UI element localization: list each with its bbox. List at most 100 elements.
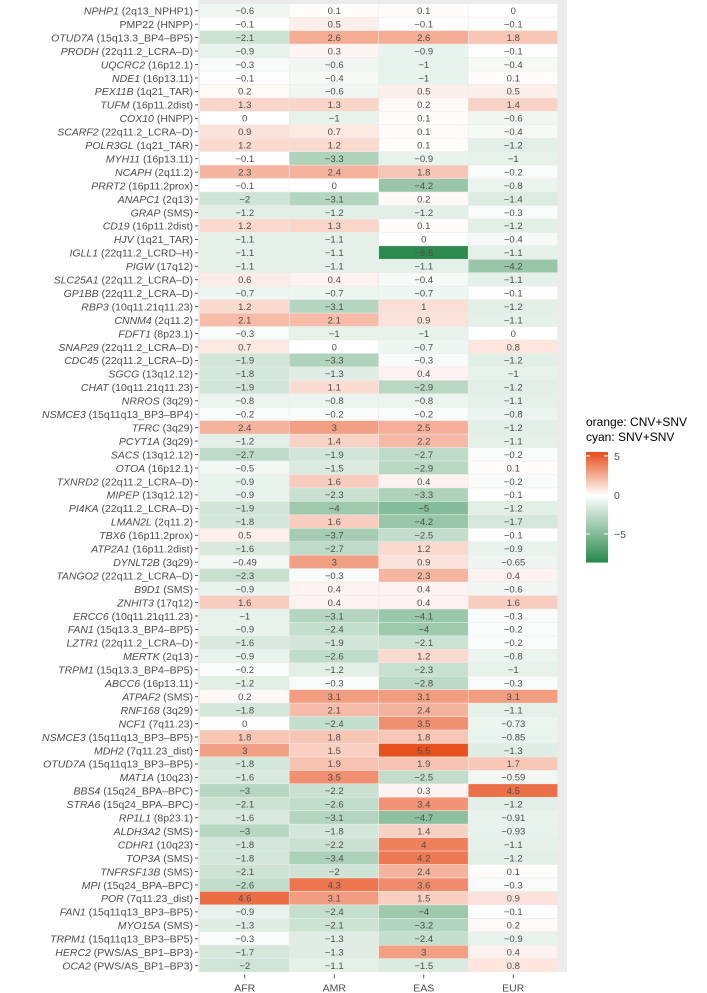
heatmap-cell	[468, 71, 558, 85]
legend-gradient-step	[586, 551, 608, 554]
cell-value-label: 0.4	[507, 571, 520, 582]
cell-value-label: −0.3	[325, 571, 344, 582]
heatmap-cell	[200, 945, 289, 959]
cell-value-label: −1.2	[504, 383, 523, 394]
heatmap-cell	[379, 568, 468, 582]
cell-value-label: 0.6	[238, 275, 251, 286]
heatmap-cell	[289, 905, 379, 918]
heatmap-cell	[200, 797, 289, 811]
row-label-region: (PWS/AS_BP1–BP3)	[91, 947, 193, 959]
heatmap-cell	[379, 286, 468, 300]
heatmap-cell	[468, 730, 558, 744]
cell-value-label: −3	[239, 826, 250, 837]
cell-value-label: −0.6	[325, 60, 344, 71]
row-label-gene: NSMCE3	[42, 409, 86, 421]
legend-gradient-step	[586, 534, 608, 537]
heatmap-cell	[200, 488, 289, 502]
heatmap-cell	[468, 784, 558, 797]
cell-value-label: −4	[329, 504, 340, 515]
row-label: IGLL1 (22q11.2_LCRD–H)	[69, 248, 193, 260]
heatmap-cell	[200, 730, 289, 744]
row-label-region: (8p23.1)	[151, 328, 193, 340]
legend-gradient-step	[586, 547, 608, 550]
cell-value-label: −1.2	[235, 208, 254, 219]
row-label: NPHP1 (2q13_NPHP1)	[84, 6, 193, 18]
cell-value-label: −1.1	[504, 315, 523, 326]
cell-value-label: −0.9	[504, 934, 523, 945]
heatmap-cell	[200, 555, 289, 569]
cell-value-label: 1.2	[417, 544, 430, 555]
cell-value-label: −0.3	[504, 611, 523, 622]
cell-value-label: −3.3	[325, 356, 344, 367]
heatmap-cell	[379, 905, 468, 918]
cell-value-label: −4.2	[414, 517, 433, 528]
row-label: GRAP (SMS)	[131, 207, 193, 219]
heatmap-cell	[468, 259, 558, 273]
row-label-region: (2q13_NPHP1)	[119, 6, 193, 18]
legend-gradient-step	[586, 490, 608, 493]
heatmap-cell	[289, 542, 379, 555]
legend-gradient-step	[586, 507, 608, 510]
heatmap-cell	[200, 676, 289, 690]
row-label: OTUD7A (15q13.3_BP4–BP5)	[51, 32, 193, 44]
cell-value-label: −0.2	[504, 477, 523, 488]
heatmap-cell	[468, 44, 558, 58]
heatmap-cell	[468, 649, 558, 663]
heatmap-cell	[289, 246, 379, 259]
row-label-gene: NDE1	[112, 73, 140, 85]
cell-value-label: 3	[332, 423, 337, 434]
cell-value-label: −0.2	[235, 410, 254, 421]
cell-value-label: 3.5	[417, 719, 430, 730]
row-label-gene: ATP2A1	[90, 544, 129, 556]
cell-value-label: 0.1	[507, 867, 520, 878]
cell-value-label: −0.9	[235, 907, 254, 918]
heatmap-cell	[379, 367, 468, 380]
row-label-region: (22q11.2_LCRA–D)	[99, 127, 193, 139]
row-label: CDHR1 (10q23)	[118, 839, 193, 851]
heatmap-cell	[289, 192, 379, 206]
row-label-region: (16p13.11)	[140, 153, 193, 165]
heatmap-cell	[468, 447, 558, 461]
heatmap-cell	[289, 945, 379, 959]
heatmap-cell	[200, 367, 289, 380]
row-label-gene: MAT1A	[120, 772, 154, 784]
cell-value-label: 1.3	[238, 100, 251, 111]
heatmap-cell	[289, 689, 379, 703]
row-label: MYH11 (16p13.11)	[106, 153, 193, 165]
heatmap-cell	[468, 824, 558, 838]
row-label: PMP22 (HNPP)	[119, 19, 193, 31]
legend-gradient-step	[586, 558, 608, 561]
legend-gradient-step	[586, 521, 608, 525]
heatmap-cell	[200, 905, 289, 918]
legend-gradient-step	[586, 541, 608, 545]
cell-value-label: −2	[239, 961, 250, 972]
heatmap-cell	[379, 57, 468, 71]
row-label-gene: CDC45	[64, 355, 99, 367]
cell-value-label: −0.2	[504, 625, 523, 636]
heatmap-cell	[468, 501, 558, 515]
heatmap-cell	[289, 663, 379, 676]
heatmap-cell	[468, 380, 558, 394]
heatmap-cell	[289, 71, 379, 85]
heatmap-cell	[468, 689, 558, 703]
legend-gradient-step	[586, 483, 608, 486]
heatmap-cell	[200, 17, 289, 31]
row-label-region: (15q11q13_BP3–BP5)	[86, 934, 193, 946]
cell-value-label: −1.6	[235, 638, 254, 649]
row-label: FAN1 (15q13.3_BP4–BP5)	[68, 624, 193, 636]
cell-value-label: 0.1	[417, 127, 430, 138]
heatmap-cell	[289, 326, 379, 340]
cell-value-label: −0.9	[235, 584, 254, 595]
row-label: TUFM (16p11.2dist)	[100, 100, 193, 112]
cell-value-label: 2.1	[238, 315, 251, 326]
cell-value-label: −1.2	[504, 141, 523, 152]
heatmap-cell	[200, 407, 289, 421]
cell-value-label: 0.4	[417, 369, 430, 380]
heatmap-cell	[289, 770, 379, 784]
row-label-region: (3q29)	[160, 396, 193, 408]
row-label-gene: TNFRSF13B	[100, 866, 160, 878]
cell-value-label: 1.5	[417, 894, 430, 905]
cell-value-label: 3.6	[417, 880, 430, 891]
cell-value-label: −2.4	[325, 625, 344, 636]
heatmap-cell	[468, 945, 558, 959]
